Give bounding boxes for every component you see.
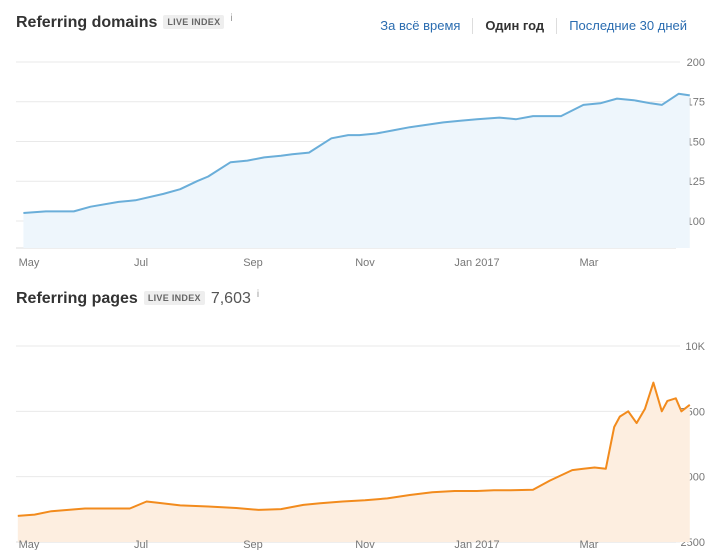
pages-live-index-badge: LIVE INDEX [143, 291, 205, 305]
x-tick-label: Jul [134, 539, 148, 550]
info-icon[interactable]: i [256, 289, 260, 300]
x-tick-label: May [19, 257, 40, 269]
domains-live-index-badge: LIVE INDEX [163, 15, 225, 29]
x-tick-label: Nov [355, 257, 375, 269]
series-area [17, 382, 690, 542]
pages-header: Referring pages LIVE INDEX 7,603 i [16, 289, 260, 308]
x-tick-label: Mar [580, 539, 599, 550]
y-tick-label: 125 [687, 176, 705, 188]
y-tick-label: 100 [687, 216, 705, 228]
referring-domains-chart: 100 125 150 175 200 May Jul Sep Nov Jan 2017 Mar [16, 57, 705, 269]
pages-total: 7,603 [210, 290, 251, 307]
x-tick-label: Sep [243, 539, 263, 550]
x-tick-label: Mar [580, 257, 599, 269]
series-line[interactable] [23, 92, 690, 214]
x-tick-label: Jan 2017 [454, 257, 499, 269]
x-tick-label: Jul [134, 257, 148, 269]
series-area [23, 93, 690, 248]
tab-one-year[interactable]: Один год [473, 18, 558, 34]
domains-title: Referring domains [16, 14, 158, 31]
series-line[interactable] [17, 381, 691, 517]
y-tick-label: 150 [687, 136, 705, 148]
tab-all-time[interactable]: За всё время [368, 18, 474, 34]
y-tick-label: 200 [687, 57, 705, 69]
info-icon[interactable]: i [230, 13, 233, 24]
y-tick-label: 175 [687, 97, 705, 109]
y-tick-label: 10K [685, 341, 705, 353]
range-tabs: За всё время Один год Последние 30 дней [368, 18, 687, 34]
pages-title: Referring pages [16, 290, 138, 307]
x-tick-label: Sep [243, 257, 263, 269]
domains-header: Referring domains LIVE INDEX i [16, 13, 233, 32]
x-tick-label: May [19, 539, 40, 550]
x-tick-label: Nov [355, 539, 375, 550]
tab-last-30-days[interactable]: Последние 30 дней [569, 18, 687, 33]
x-tick-label: Jan 2017 [454, 539, 499, 550]
